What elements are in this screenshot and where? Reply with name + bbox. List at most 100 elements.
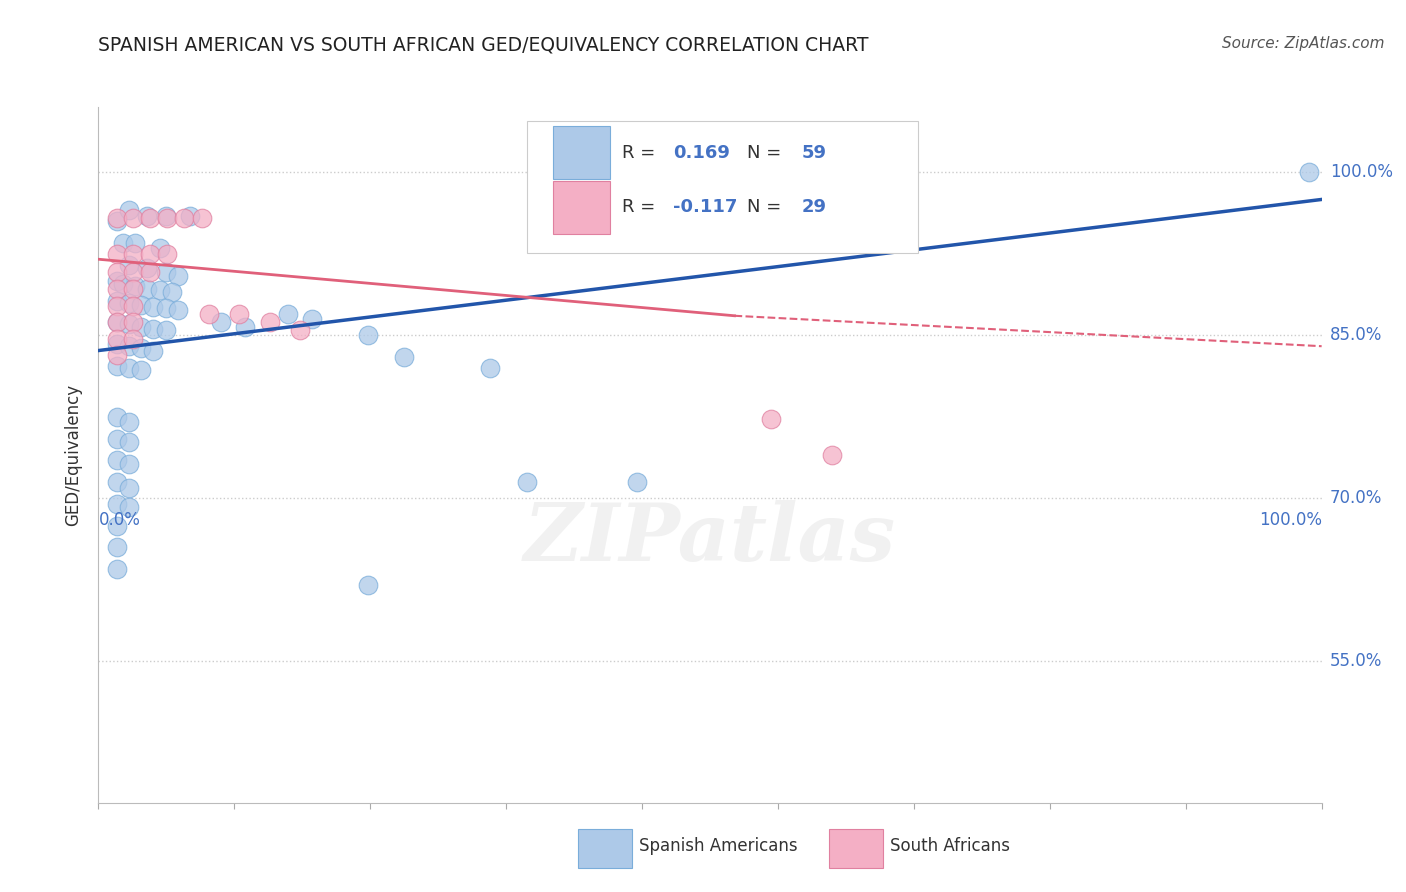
Point — [105, 332, 128, 346]
Point — [118, 457, 141, 471]
Point — [121, 265, 143, 279]
Point — [228, 307, 250, 321]
Point — [167, 268, 190, 283]
Point — [118, 295, 141, 310]
Point — [105, 562, 128, 576]
Point — [111, 235, 134, 250]
Text: 70.0%: 70.0% — [1330, 490, 1382, 508]
Point — [105, 211, 128, 225]
Point — [105, 274, 128, 288]
Text: 100.0%: 100.0% — [1258, 510, 1322, 529]
Point — [124, 279, 146, 293]
Point — [121, 211, 143, 225]
Point — [301, 312, 323, 326]
Point — [290, 323, 312, 337]
Point — [515, 475, 537, 489]
FancyBboxPatch shape — [526, 121, 918, 253]
Point — [124, 235, 146, 250]
Point — [139, 265, 162, 279]
Text: 0.0%: 0.0% — [98, 510, 141, 529]
Point — [105, 518, 128, 533]
Point — [105, 265, 128, 279]
Point — [155, 265, 177, 279]
Point — [105, 453, 128, 467]
Text: Spanish Americans: Spanish Americans — [640, 837, 797, 855]
Point — [121, 282, 143, 296]
Point — [259, 315, 281, 329]
Point — [136, 260, 159, 275]
Point — [121, 315, 143, 329]
Point — [142, 322, 165, 336]
Point — [160, 285, 183, 299]
Point — [155, 323, 177, 337]
FancyBboxPatch shape — [578, 829, 631, 868]
FancyBboxPatch shape — [554, 181, 610, 234]
Point — [105, 282, 128, 296]
Point — [105, 315, 128, 329]
Point — [129, 363, 152, 377]
Point — [139, 211, 162, 225]
Text: 55.0%: 55.0% — [1330, 652, 1382, 671]
Point — [155, 209, 177, 223]
Point — [105, 409, 128, 424]
Text: N =: N = — [747, 144, 787, 161]
Text: South Africans: South Africans — [890, 837, 1010, 855]
Point — [527, 211, 550, 225]
Point — [478, 361, 501, 376]
Point — [136, 282, 159, 296]
Point — [118, 339, 141, 353]
Point — [167, 303, 190, 318]
Point — [105, 475, 128, 489]
Text: R =: R = — [621, 198, 661, 216]
Point — [118, 258, 141, 272]
Text: -0.117: -0.117 — [673, 198, 738, 216]
Point — [105, 293, 128, 308]
Point — [105, 432, 128, 446]
Point — [277, 307, 299, 321]
Point — [105, 214, 128, 228]
Point — [156, 247, 179, 261]
Point — [121, 332, 143, 346]
Text: SPANISH AMERICAN VS SOUTH AFRICAN GED/EQUIVALENCY CORRELATION CHART: SPANISH AMERICAN VS SOUTH AFRICAN GED/EQ… — [98, 36, 869, 54]
Point — [173, 211, 195, 225]
Point — [142, 343, 165, 358]
Point — [626, 475, 648, 489]
Text: N =: N = — [747, 198, 787, 216]
Point — [118, 415, 141, 429]
Point — [209, 315, 232, 329]
Text: 100.0%: 100.0% — [1330, 163, 1393, 181]
Point — [156, 211, 179, 225]
Text: 59: 59 — [801, 144, 827, 161]
Point — [155, 301, 177, 315]
Point — [105, 247, 128, 261]
Point — [136, 209, 159, 223]
Point — [149, 241, 172, 255]
Point — [105, 348, 128, 362]
FancyBboxPatch shape — [828, 829, 883, 868]
Text: 0.169: 0.169 — [673, 144, 730, 161]
Point — [105, 359, 128, 373]
Point — [356, 328, 378, 343]
Point — [197, 307, 219, 321]
Text: 29: 29 — [801, 198, 827, 216]
Point — [105, 315, 128, 329]
Point — [129, 342, 152, 356]
Point — [356, 578, 378, 592]
Point — [118, 203, 141, 218]
Point — [118, 318, 141, 332]
Point — [179, 209, 201, 223]
Point — [129, 298, 152, 312]
Point — [121, 299, 143, 313]
Point — [111, 277, 134, 292]
Point — [105, 299, 128, 313]
Text: Source: ZipAtlas.com: Source: ZipAtlas.com — [1222, 36, 1385, 51]
Point — [129, 319, 152, 334]
Y-axis label: GED/Equivalency: GED/Equivalency — [65, 384, 83, 526]
Point — [105, 337, 128, 351]
Point — [392, 350, 416, 364]
Point — [142, 300, 165, 314]
Point — [118, 361, 141, 376]
Point — [105, 541, 128, 555]
Point — [121, 247, 143, 261]
Point — [149, 283, 172, 297]
